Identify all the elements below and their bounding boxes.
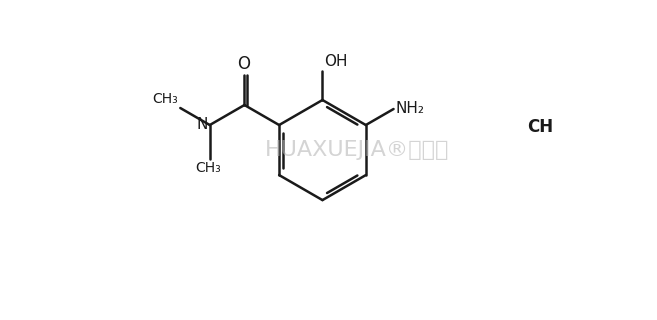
Text: CH₃: CH₃ — [195, 161, 221, 175]
Text: CH: CH — [528, 118, 553, 136]
Text: HUAXUEJIA®化学加: HUAXUEJIA®化学加 — [265, 140, 449, 160]
Text: O: O — [237, 55, 250, 73]
Text: OH: OH — [324, 54, 348, 69]
Text: N: N — [196, 117, 208, 132]
Text: NH₂: NH₂ — [396, 101, 425, 116]
Text: CH₃: CH₃ — [152, 92, 178, 106]
